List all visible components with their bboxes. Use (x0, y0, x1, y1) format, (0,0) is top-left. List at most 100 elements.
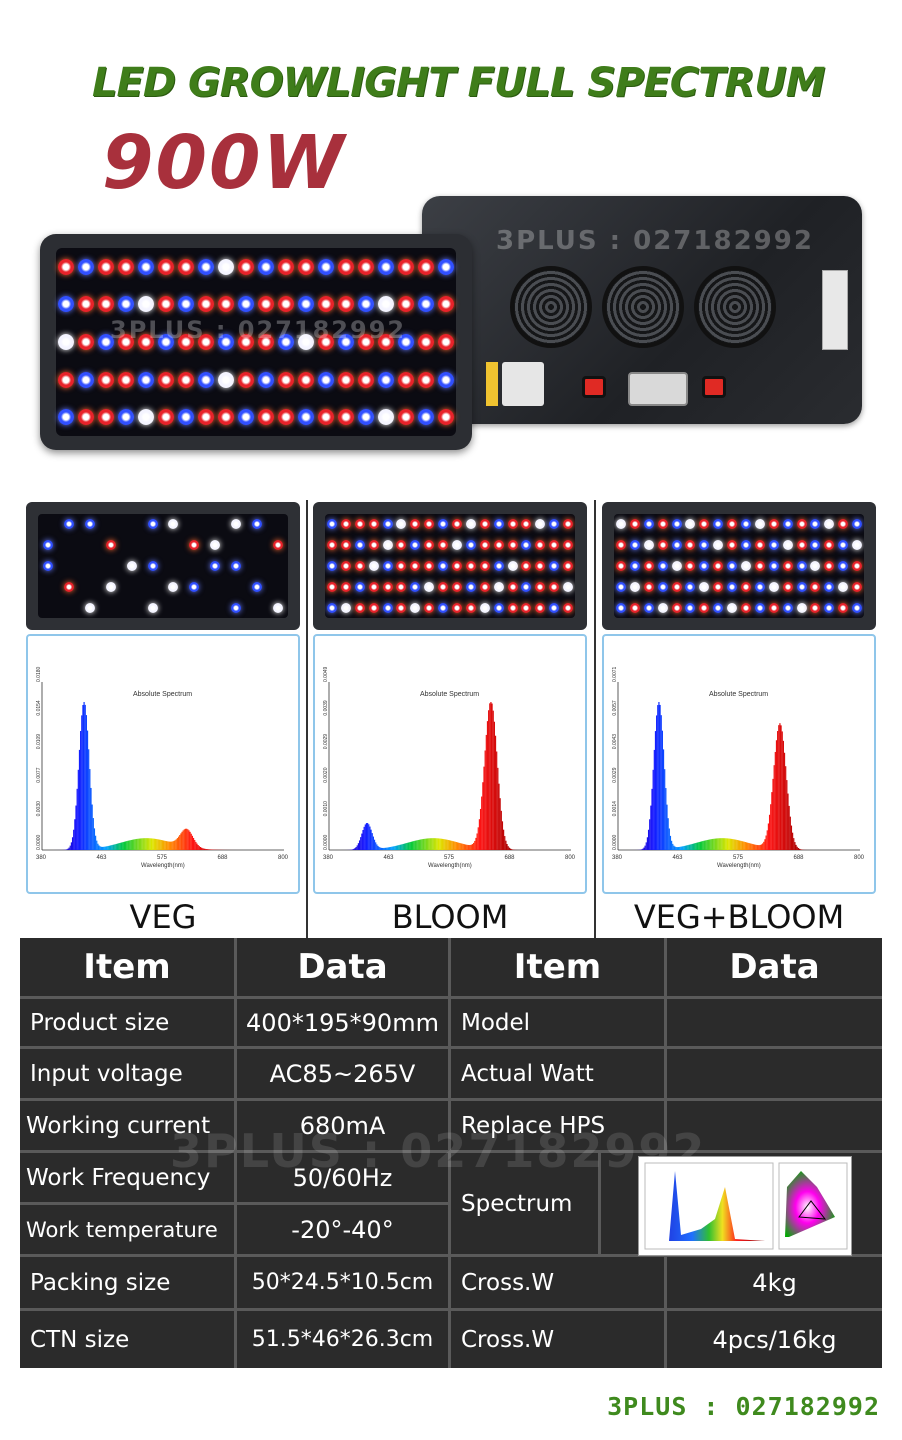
led-dot (685, 581, 696, 592)
spectrum-bar (677, 847, 680, 850)
led-dot (278, 371, 294, 388)
led-dot (507, 519, 518, 530)
led-dot (424, 519, 435, 530)
led-dot (64, 519, 75, 530)
spectrum-bar (796, 846, 798, 850)
led-dot (147, 519, 158, 530)
spectrum-bar (509, 848, 512, 850)
y-tick-label: 0.0071 (612, 666, 618, 682)
led-dot (615, 581, 626, 592)
led-dot (768, 519, 779, 530)
spectrum-bar (740, 840, 742, 850)
spectrum-bar (793, 838, 795, 850)
spectrum-bar (445, 839, 447, 850)
spectrum-bar (718, 838, 720, 850)
led-dot (272, 602, 283, 613)
spectrum-bar (475, 837, 477, 850)
spectrum-bar (704, 840, 706, 850)
led-dot (178, 334, 194, 350)
spectrum-bar (641, 849, 643, 850)
led-dot (479, 519, 490, 530)
led-dot (535, 561, 546, 571)
spectrum-bar (695, 842, 697, 850)
led-dot (147, 602, 158, 613)
spectrum-bar (416, 840, 418, 850)
spectrum-bar (453, 841, 455, 850)
spectrum-bar (423, 838, 425, 850)
led-dot (78, 258, 94, 275)
led-dot (418, 409, 434, 426)
led-dot (98, 258, 114, 275)
spectrum-bar (421, 839, 423, 850)
spectrum-bar (415, 840, 417, 850)
mode-label-veg: VEG (129, 898, 197, 936)
led-dot (657, 581, 668, 592)
spectrum-bar (123, 841, 126, 850)
led-dot (521, 581, 532, 592)
spectrum-bar (777, 731, 779, 850)
led-dot (629, 519, 640, 530)
spectrum-bar (179, 835, 181, 850)
spectrum-bar (653, 749, 655, 850)
led-dot (358, 409, 374, 426)
led-dot (507, 540, 518, 551)
spectrum-bar (149, 838, 151, 850)
led-dot (740, 602, 751, 613)
row-data: 51.5*46*26.3cm (251, 1327, 434, 1352)
spectrum-bar (120, 842, 122, 850)
spectrum-bar (380, 847, 383, 850)
spectrum-bar (758, 845, 760, 850)
row-item: CTN size (30, 1326, 130, 1353)
led-dot (838, 561, 849, 571)
led-dot (340, 602, 351, 613)
led-dot (493, 602, 504, 613)
led-dot (298, 296, 314, 313)
spectrum-bar (685, 845, 688, 850)
spectrum-bar (681, 846, 683, 850)
led-dot (852, 540, 863, 551)
spectrum-bar (696, 842, 698, 850)
led-dot (378, 409, 394, 426)
led-dot (824, 581, 835, 592)
spectrum-bar (437, 838, 439, 850)
led-dot (368, 561, 379, 571)
led-dot (326, 602, 337, 613)
led-dot (326, 581, 337, 592)
spectrum-bar (687, 845, 689, 850)
spectrum-bar (403, 843, 406, 850)
led-dot (398, 371, 414, 388)
spectrum-bar (401, 844, 403, 850)
spectrum-bar (505, 840, 507, 850)
y-tick-label: 0.0180 (36, 666, 42, 682)
spectrum-bar (378, 846, 380, 850)
led-dot (671, 561, 682, 571)
row-item: Cross.W (461, 1326, 555, 1353)
spectrum-bar (658, 702, 660, 850)
spectrum-bar (145, 838, 147, 850)
spectrum-bar (447, 839, 449, 850)
spectrum-bar (645, 842, 647, 850)
spectrum-bar (190, 833, 192, 850)
spectrum-bar (499, 798, 501, 850)
led-dot (78, 409, 94, 426)
led-dot (521, 602, 532, 613)
spectrum-bar (715, 838, 718, 850)
led-dot (824, 519, 835, 530)
spectrum-bar (749, 843, 751, 850)
led-dot (138, 409, 154, 426)
led-dot (338, 296, 354, 313)
led-dot (58, 334, 74, 350)
spectrum-bar (191, 835, 194, 850)
led-dot (158, 258, 174, 275)
row-data: 4kg (752, 1268, 797, 1297)
spectrum-bar (196, 843, 198, 850)
spectrum-bar (511, 849, 513, 850)
led-dot (218, 296, 234, 313)
y-tick-label: 0.0109 (36, 734, 42, 750)
row-data: 50*24.5*10.5cm (251, 1270, 434, 1295)
spectrum-bar (385, 847, 387, 850)
spectrum-bar (83, 702, 85, 850)
x-axis-label: Wavelength(nm) (717, 863, 761, 869)
spectrum-bar (770, 804, 772, 850)
spectrum-title: Absolute Spectrum (420, 691, 479, 698)
